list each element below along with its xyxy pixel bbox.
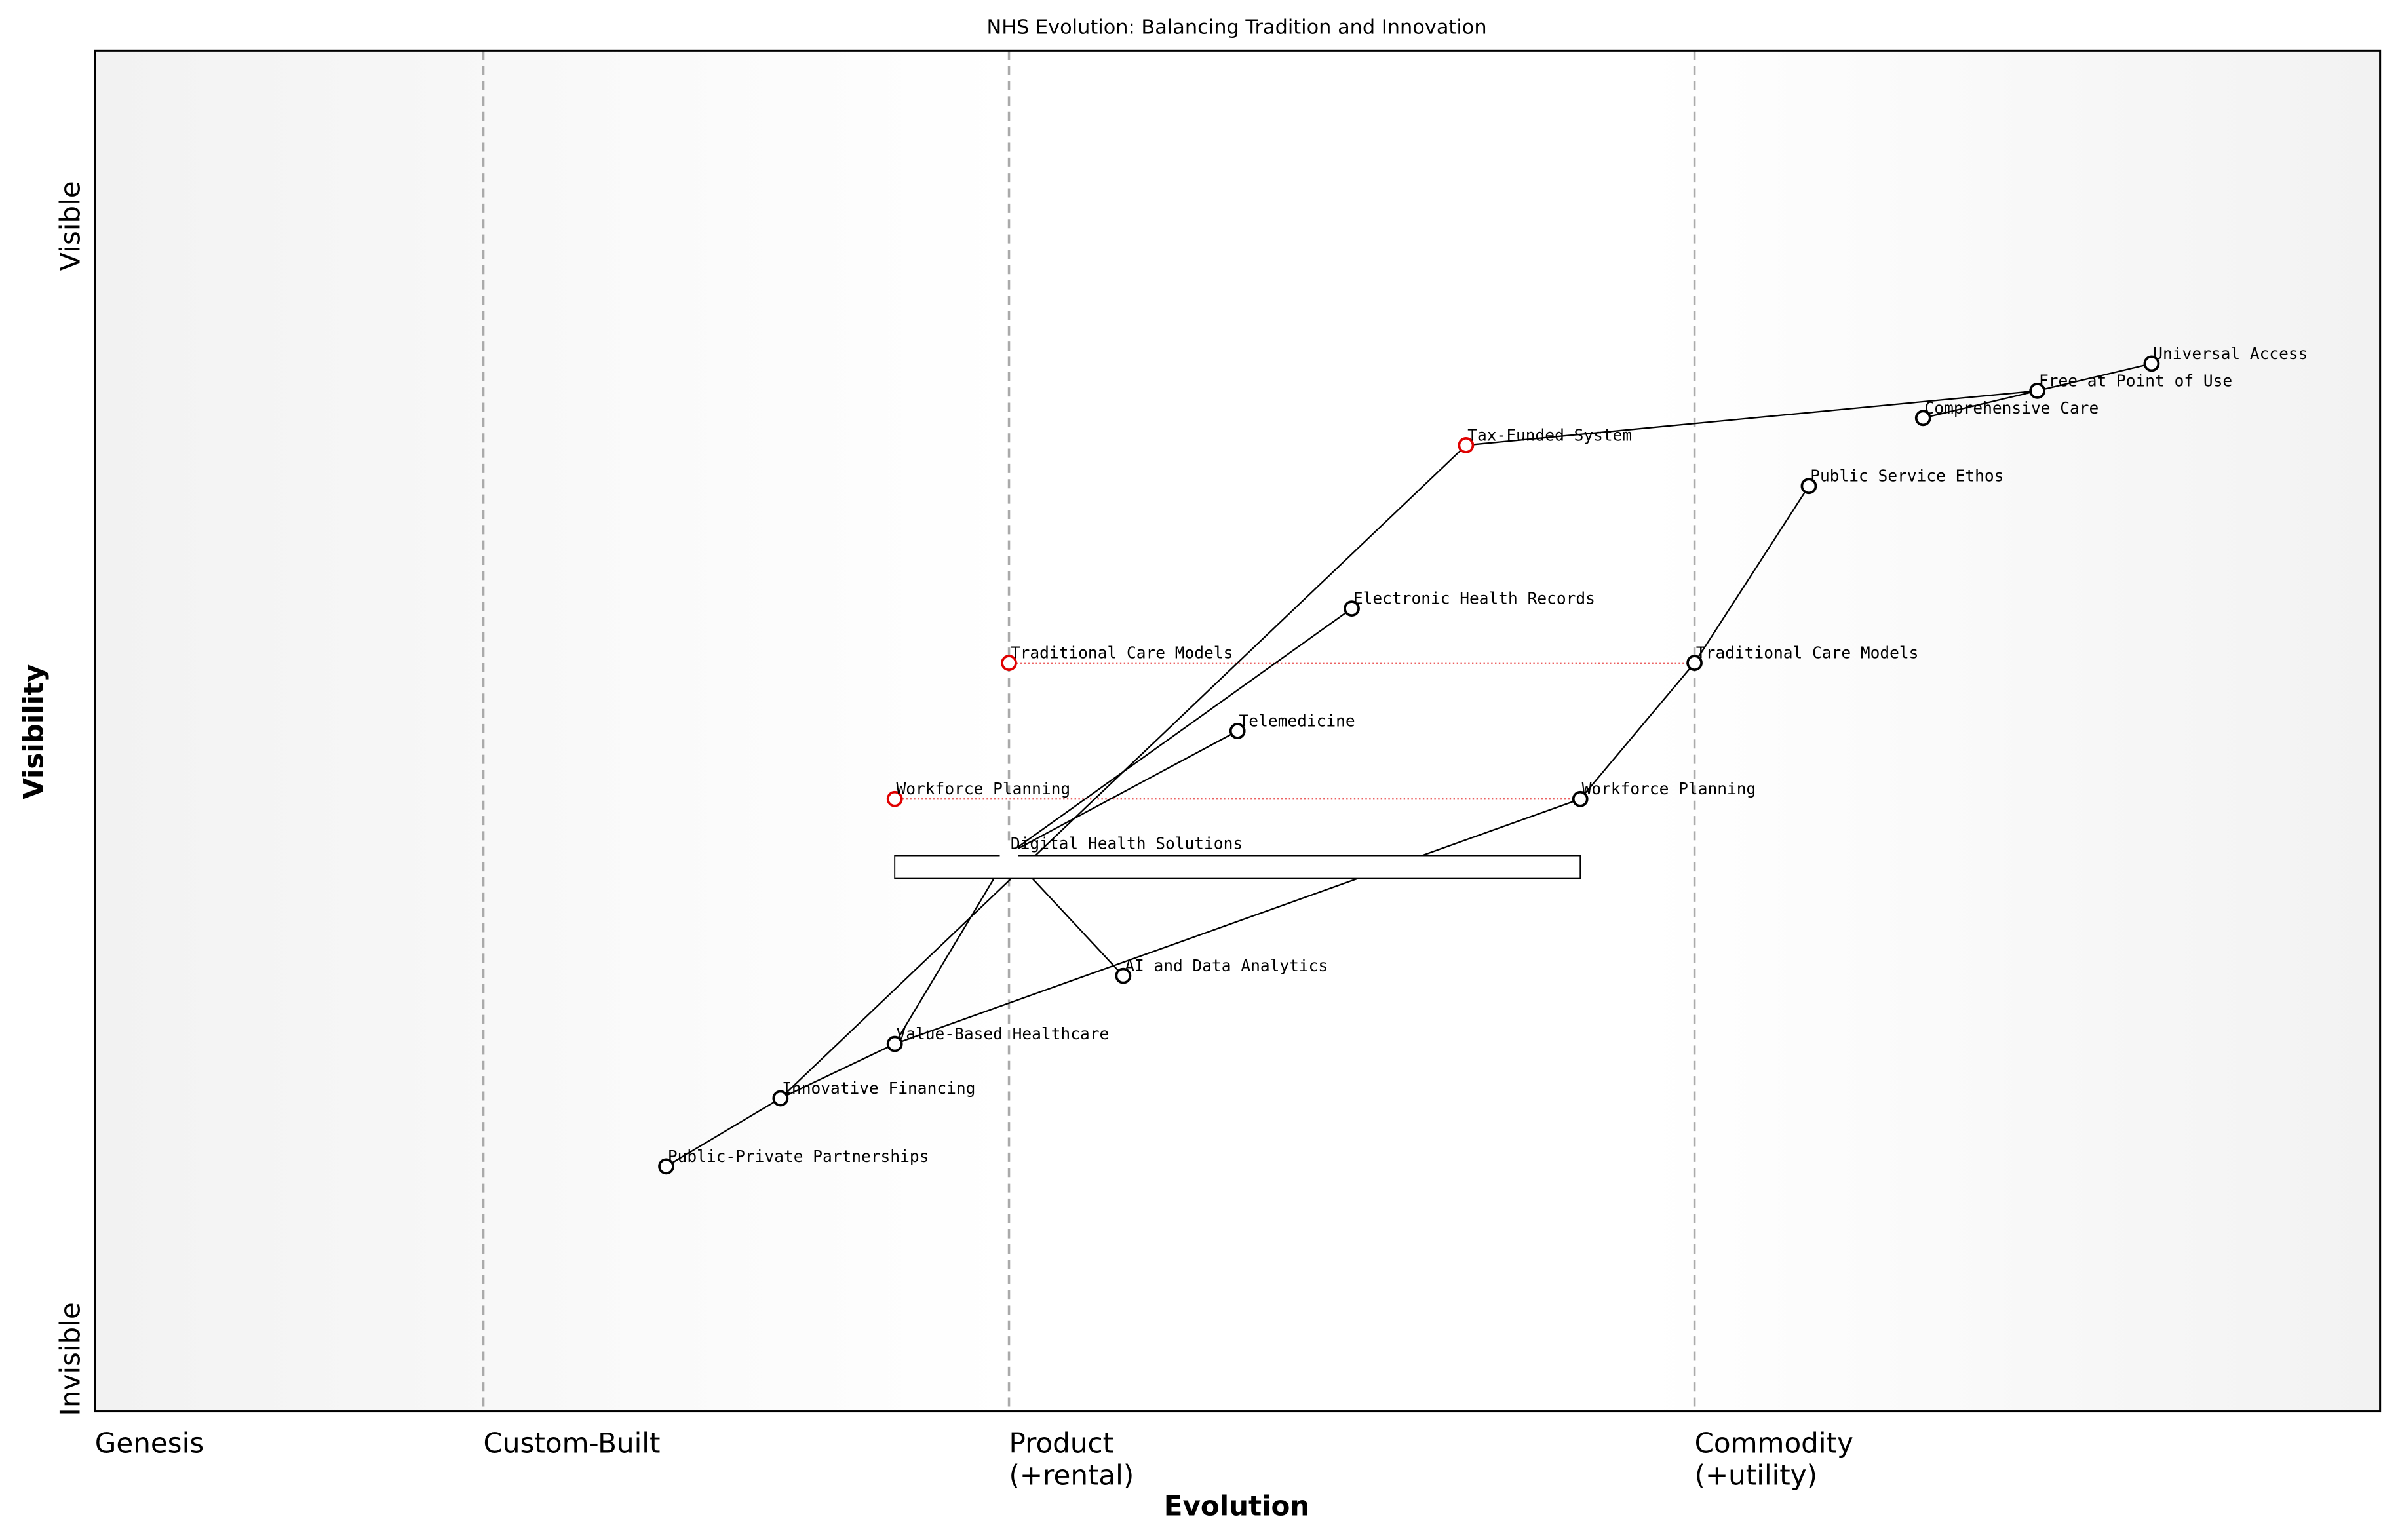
component-node	[1115, 967, 1132, 984]
component-node	[886, 790, 903, 807]
component-node	[658, 1158, 674, 1175]
dependency-link	[1008, 730, 1238, 855]
component-node	[1914, 410, 1931, 427]
component-node	[1458, 437, 1475, 453]
component-node	[2143, 355, 2160, 372]
y-bottom-label: Invisible	[54, 1302, 86, 1415]
component-label: Public-Private Partnerships	[668, 1147, 929, 1166]
component-node	[1800, 478, 1817, 495]
component-label: Workforce Planning	[897, 779, 1071, 798]
component-label: Traditional Care Models	[1011, 644, 1233, 663]
y-top-label: Visible	[54, 181, 86, 271]
component-node	[1686, 655, 1703, 672]
component-node	[1229, 723, 1246, 739]
component-node	[772, 1090, 789, 1107]
component-label: Innovative Financing	[782, 1079, 975, 1098]
component-label: Comprehensive Care	[1925, 398, 2099, 417]
dependency-link	[1694, 486, 1810, 664]
dependency-link	[780, 1043, 895, 1100]
component-node	[2029, 383, 2045, 399]
y-axis-label: Visibility	[17, 664, 49, 799]
stage-label: Custom-Built	[484, 1427, 661, 1459]
component-node	[886, 1035, 903, 1052]
x-axis-label: Evolution	[1164, 1490, 1310, 1522]
component-label: Digital Health Solutions	[1011, 834, 1243, 853]
stage-label: (+rental)	[1009, 1459, 1134, 1491]
component-label: Traditional Care Models	[1696, 644, 1918, 663]
component-label: Telemedicine	[1239, 711, 1355, 730]
plot-frame	[94, 49, 2382, 1413]
component-label: Public Service Ethos	[1810, 467, 2003, 486]
dependency-link	[2037, 362, 2152, 392]
dependency-link	[1923, 390, 2038, 419]
component-node	[999, 844, 1018, 863]
dependency-link	[1465, 390, 2038, 446]
dependency-link	[1579, 662, 1695, 800]
dependency-link	[1008, 607, 1353, 855]
component-label: Tax-Funded System	[1467, 425, 1632, 444]
component-node	[1001, 655, 1017, 672]
dependency-link	[894, 853, 1010, 1045]
component-label: Free at Point of Use	[2039, 371, 2232, 390]
stage-label: Product	[1009, 1427, 1114, 1459]
stage-label: (+utility)	[1695, 1459, 1817, 1491]
pipeline	[894, 855, 1581, 879]
component-label: AI and Data Analytics	[1125, 956, 1328, 975]
component-label: Workforce Planning	[1582, 779, 1756, 798]
component-label: Electronic Health Records	[1353, 589, 1595, 608]
component-label: Value-Based Healthcare	[897, 1024, 1110, 1043]
stage-label: Commodity	[1695, 1427, 1853, 1459]
component-node	[1572, 790, 1589, 807]
dependency-link	[665, 1098, 781, 1167]
stage-label: Genesis	[95, 1427, 204, 1459]
title: NHS Evolution: Balancing Tradition and I…	[987, 16, 1487, 39]
component-node	[1344, 600, 1360, 617]
component-label: Universal Access	[2153, 344, 2308, 363]
dependency-link	[894, 798, 1581, 1045]
map-layer: Universal Access Free at Point of Use Comp…	[482, 50, 2308, 1412]
